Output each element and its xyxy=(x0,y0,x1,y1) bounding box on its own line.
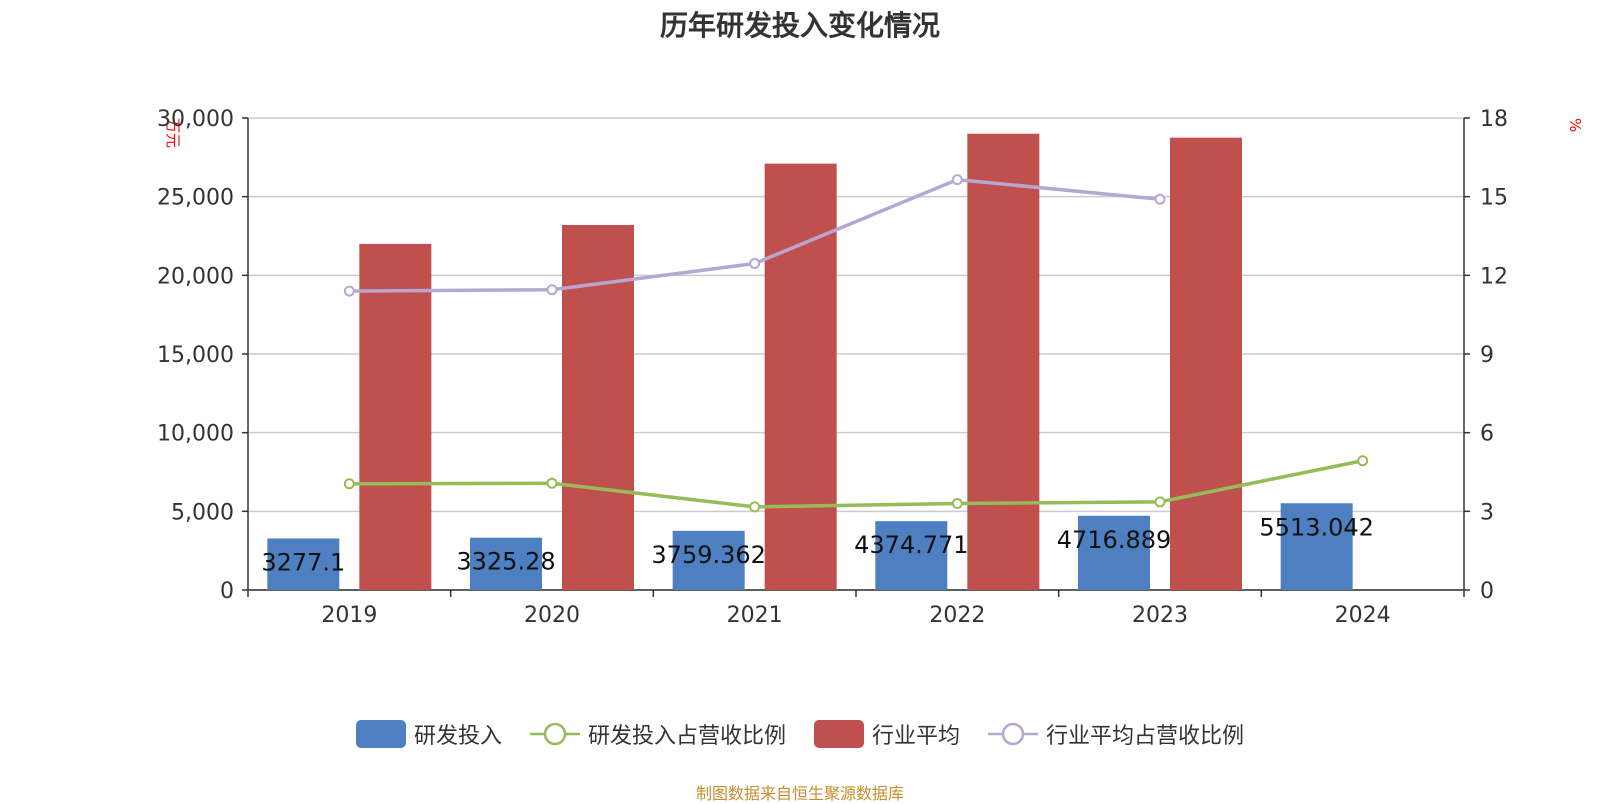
rd-ratio-point xyxy=(951,497,963,509)
left-axis-tick-label: 25,000 xyxy=(157,186,234,211)
left-axis-tick-label: 30,000 xyxy=(157,107,234,132)
bar-label-rd-investment: 4716.889 xyxy=(1057,526,1172,554)
chart-title: 历年研发投入变化情况 xyxy=(659,9,940,42)
legend-label-rd-investment: 研发投入 xyxy=(413,724,502,749)
industry-ratio-point xyxy=(343,285,355,297)
x-axis-tick-label: 2023 xyxy=(1132,603,1188,628)
left-axis-tick-label: 15,000 xyxy=(157,343,234,368)
legend-swatch-rd-ratio xyxy=(529,722,580,746)
right-axis-tick-label: 6 xyxy=(1480,422,1494,447)
x-axis-tick-label: 2020 xyxy=(524,603,580,628)
bar-label-rd-investment: 3277.1 xyxy=(261,548,345,576)
legend-item-rd-investment[interactable]: 研发投入 xyxy=(355,718,502,750)
bar-rd-investment xyxy=(672,530,745,590)
legend-label-rd-ratio: 研发投入占营收比例 xyxy=(587,724,786,749)
legend-label-industry-average: 行业平均 xyxy=(872,724,961,749)
bar-industry-average xyxy=(1170,137,1242,590)
bar-industry-average xyxy=(359,243,432,590)
rd-ratio-point xyxy=(546,477,558,489)
left-axis-tick-label: 10,000 xyxy=(157,422,234,447)
bar-rd-investment xyxy=(1078,515,1150,590)
legend-item-industry-ratio[interactable]: 行业平均占营收比例 xyxy=(988,718,1244,750)
legend-swatch-industry-average xyxy=(814,720,864,748)
legend-swatch-rd-investment xyxy=(355,720,406,748)
bar-label-rd-investment: 4374.771 xyxy=(854,531,969,559)
source-note: 制图数据来自恒生聚源数据库 xyxy=(695,784,904,803)
legend-item-industry-average[interactable]: 行业平均 xyxy=(814,718,960,750)
bar-rd-investment xyxy=(875,521,948,590)
right-axis-tick-label: 3 xyxy=(1480,500,1494,525)
legend-label-industry-ratio: 行业平均占营收比例 xyxy=(1046,724,1245,749)
left-axis-tick-label: 5,000 xyxy=(171,500,234,525)
x-axis-tick-label: 2022 xyxy=(929,603,985,628)
left-axis-tick-label: 0 xyxy=(220,579,234,604)
legend-swatch-industry-ratio xyxy=(988,722,1039,746)
industry-ratio-point xyxy=(546,284,558,296)
bar-industry-average xyxy=(967,133,1040,590)
right-axis-tick-label: 18 xyxy=(1480,107,1508,132)
legend: 研发投入 研发投入占营收比例 行业平均 行业平均占营收比例 xyxy=(0,718,1600,750)
rd-ratio-point xyxy=(343,478,355,490)
right-axis-tick-label: 12 xyxy=(1480,264,1508,289)
bar-rd-investment xyxy=(1280,503,1353,590)
rd-ratio-point xyxy=(1357,455,1369,467)
left-axis-tick-label: 20,000 xyxy=(157,264,234,289)
x-axis-tick-label: 2019 xyxy=(321,603,377,628)
bar-rd-investment xyxy=(470,537,542,590)
right-axis-tick-label: 15 xyxy=(1480,186,1508,211)
legend-item-rd-ratio[interactable]: 研发投入占营收比例 xyxy=(529,718,786,750)
x-axis-tick-label: 2024 xyxy=(1335,603,1391,628)
right-axis-tick-label: 0 xyxy=(1480,579,1494,604)
industry-ratio-point xyxy=(749,258,761,270)
bar-label-rd-investment: 3759.362 xyxy=(651,541,766,569)
rd-ratio-point xyxy=(749,501,761,513)
rd-ratio-line xyxy=(349,459,1364,509)
industry-ratio-point xyxy=(951,174,963,186)
right-axis-tick-label: 9 xyxy=(1480,343,1494,368)
x-axis-tick-label: 2021 xyxy=(727,603,783,628)
bar-label-rd-investment: 3325.28 xyxy=(456,548,555,576)
bar-label-rd-investment: 5513.042 xyxy=(1259,513,1374,541)
industry-ratio-point xyxy=(1154,193,1166,205)
bar-industry-average xyxy=(764,163,837,591)
rd-ratio-point xyxy=(1154,496,1166,508)
bar-rd-investment xyxy=(267,538,340,590)
